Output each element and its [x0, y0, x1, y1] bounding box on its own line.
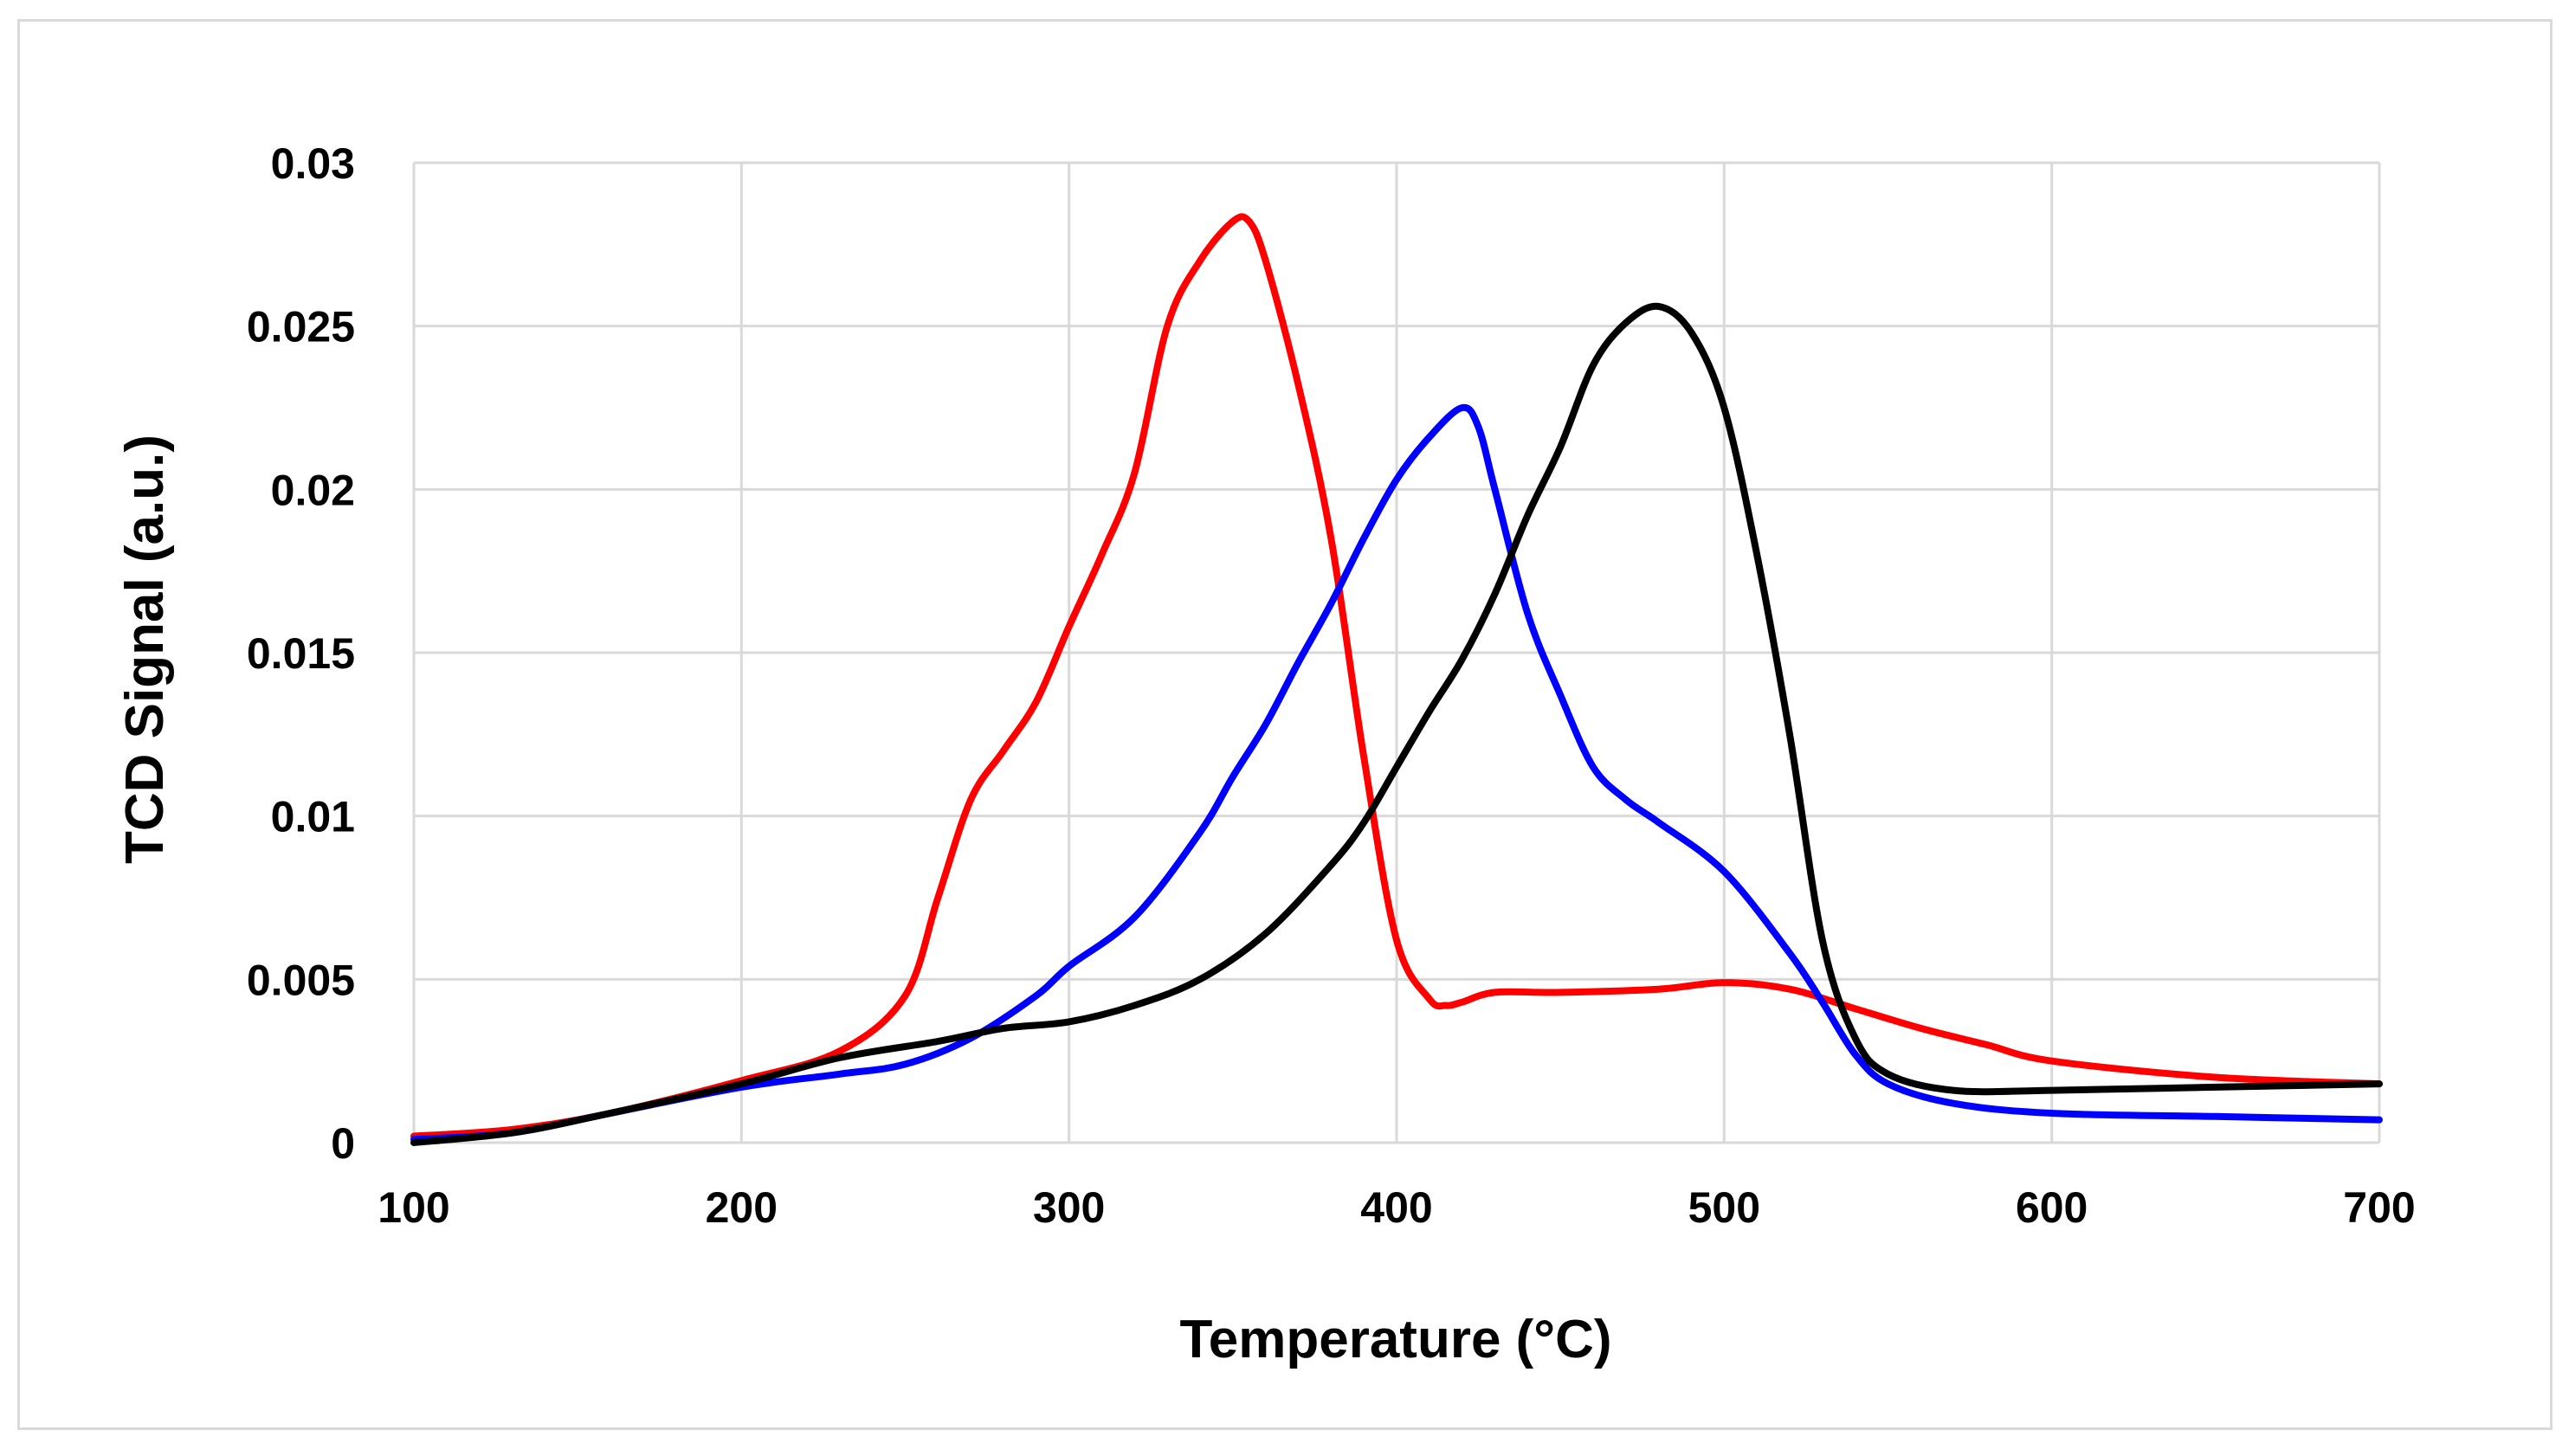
y-tick-label: 0	[331, 1119, 355, 1168]
x-tick-label: 700	[2343, 1183, 2415, 1232]
x-tick-label: 300	[1033, 1183, 1105, 1232]
gridlines	[412, 161, 2381, 1144]
x-tick-label: 500	[1688, 1183, 1760, 1232]
x-tick-label: 400	[1360, 1183, 1432, 1232]
y-tick-label: 0.025	[247, 303, 355, 351]
series-group	[410, 213, 2383, 1146]
y-tick-label: 0.01	[271, 793, 355, 841]
y-tick-label: 0.015	[247, 629, 355, 678]
series-line-black	[410, 302, 2383, 1146]
y-tick-label: 0.02	[271, 466, 355, 514]
x-tick-labels: 100 200 300 400 500 600 700	[378, 1183, 2415, 1232]
y-axis-title: TCD Signal (a.u.)	[115, 435, 175, 864]
chart-frame	[17, 19, 2552, 1430]
y-tick-label: 0.005	[247, 956, 355, 1004]
y-tick-label: 0.03	[271, 139, 355, 188]
x-tick-label: 600	[2016, 1183, 2088, 1232]
x-axis-title: Temperature (°C)	[1179, 1310, 1611, 1369]
x-tick-label: 100	[378, 1183, 449, 1232]
y-tick-labels: 0 0.005 0.01 0.015 0.02 0.025 0.03	[247, 139, 355, 1168]
series-line-blue	[410, 403, 2383, 1144]
series-line-red	[410, 213, 2383, 1140]
x-tick-label: 200	[706, 1183, 778, 1232]
